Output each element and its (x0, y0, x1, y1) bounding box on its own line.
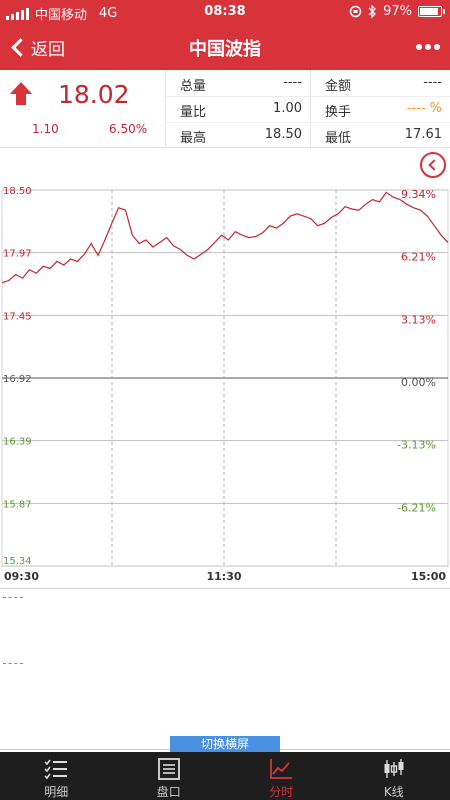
price-line (1, 191, 449, 284)
y-tick-label-left: 15.87 (3, 499, 32, 510)
y-tick-label-right: 0.00% (401, 376, 436, 389)
field-amount: 金额 ---- (325, 75, 442, 94)
chevron-left-icon (428, 159, 440, 171)
price-change-pct: 6.50% (109, 122, 148, 136)
line-chart-icon (270, 759, 293, 779)
price-change: 1.10 (32, 122, 59, 136)
quote-fields: 总量 ---- 金额 ---- 量比 1.00 换手 ---- % 最高 18.50 最低… (166, 70, 450, 148)
document-icon (157, 758, 180, 780)
tab-orderbook[interactable]: 盘口 (113, 752, 226, 800)
volume-panel (0, 588, 450, 750)
x-tick-label: 15:00 (411, 570, 446, 583)
battery-label: 97% (383, 4, 412, 19)
battery-icon (418, 6, 445, 17)
signal-icon (6, 7, 29, 20)
intraday-chart-svg: 18.50 17.97 17.45 16.92 16.39 15.87 15.34 9.34%… (1, 186, 449, 583)
y-tick-label-right: 9.34% (401, 188, 436, 201)
rotation-lock-icon (349, 5, 362, 18)
intraday-chart[interactable]: 18.50 17.97 17.45 16.92 16.39 15.87 15.34 9.34%… (0, 148, 450, 588)
status-bar: 中国移动 4G 08:38 97% (0, 0, 450, 24)
y-tick-label-right: 3.13% (401, 313, 436, 326)
current-price: 18.02 (58, 80, 130, 109)
switch-landscape-button[interactable]: 切换横屏 (170, 736, 280, 752)
network-label: 4G (99, 6, 118, 21)
back-button[interactable]: 返回 (10, 35, 65, 60)
y-tick-label-right: 6.21% (401, 251, 436, 264)
more-icon[interactable] (416, 44, 440, 50)
x-tick-label: 09:30 (4, 570, 39, 583)
tab-kline[interactable]: K线 (338, 752, 450, 800)
price-summary: 18.02 1.10 6.50% (0, 70, 166, 148)
y-tick-label-right: -3.13% (397, 439, 436, 452)
y-tick-label-left: 17.97 (3, 249, 32, 260)
list-check-icon (44, 759, 68, 780)
y-tick-label-left: 18.50 (3, 186, 32, 197)
back-label: 返回 (31, 40, 65, 60)
y-tick-label-left: 16.39 (3, 437, 32, 448)
bottom-tabbar: 明细 盘口 分时 K线 (0, 752, 450, 800)
candlestick-icon (384, 759, 404, 778)
tab-detail[interactable]: 明细 (0, 752, 113, 800)
nav-bar: 返回 中国波指 (0, 24, 450, 70)
x-tick-label: 11:30 (206, 570, 241, 583)
field-high: 最高 18.50 (180, 127, 302, 146)
y-tick-label-left: 15.34 (3, 556, 32, 567)
arrow-up-icon (10, 82, 32, 106)
y-tick-label-left: 17.45 (3, 311, 32, 322)
y-tick-label-left: 16.92 (3, 374, 32, 385)
page-title: 中国波指 (189, 39, 261, 60)
y-tick-label-right: -6.21% (397, 501, 436, 514)
bluetooth-icon (368, 5, 377, 18)
field-volume: 总量 ---- (180, 75, 302, 94)
tab-timeshare[interactable]: 分时 (225, 752, 338, 800)
clock: 08:38 (204, 4, 246, 19)
quote-panel: 18.02 1.10 6.50% 总量 ---- 金额 ---- 量比 1.00 换手… (0, 70, 450, 148)
field-turnover: 换手 ---- % (325, 101, 442, 120)
field-volume-ratio: 量比 1.00 (180, 101, 302, 120)
field-low: 最低 17.61 (325, 127, 442, 146)
collapse-button[interactable] (420, 152, 446, 178)
carrier-label: 中国移动 (35, 8, 88, 23)
